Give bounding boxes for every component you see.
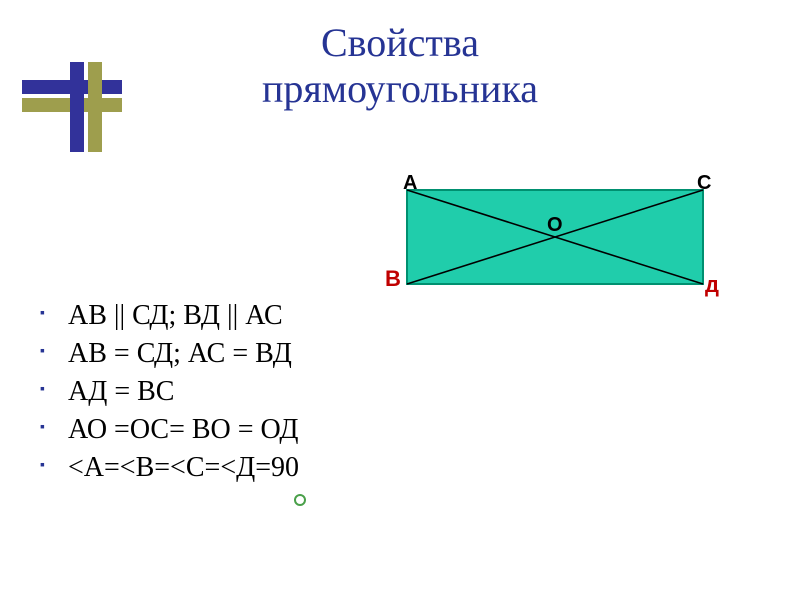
property-item: АО =ОС= ВО = ОД: [40, 414, 299, 446]
property-item: АВ || СД; ВД || АС: [40, 300, 299, 332]
property-text: АД = ВС: [68, 376, 174, 407]
property-text: АО =ОС= ВО = ОД: [68, 414, 298, 445]
small-circle-icon: [293, 493, 307, 512]
rectangle-figure: А С В д О: [385, 172, 725, 302]
circle-svg: [293, 493, 307, 507]
title-line-1: Свойства: [0, 20, 800, 66]
deco-bar-v-right: [88, 62, 102, 152]
property-text: АВ = СД; АС = ВД: [68, 338, 292, 369]
vertex-label-b: В: [385, 266, 401, 292]
property-text: <А=<В=<С=<Д=90: [68, 452, 299, 483]
vertex-label-o: О: [547, 214, 563, 237]
vertex-label-c: С: [697, 172, 711, 195]
properties-list: АВ || СД; ВД || АС АВ = СД; АС = ВД АД = В…: [40, 300, 299, 490]
deco-bar-v-left: [70, 62, 84, 152]
property-item: <А=<В=<С=<Д=90: [40, 452, 299, 484]
property-item: АД = ВС: [40, 376, 299, 408]
vertex-label-a: А: [403, 172, 417, 195]
property-item: АВ = СД; АС = ВД: [40, 338, 299, 370]
rectangle-svg: [385, 172, 725, 302]
property-text: АВ || СД; ВД || АС: [68, 300, 283, 331]
vertex-label-d: д: [705, 272, 719, 298]
corner-decoration: [22, 62, 142, 162]
